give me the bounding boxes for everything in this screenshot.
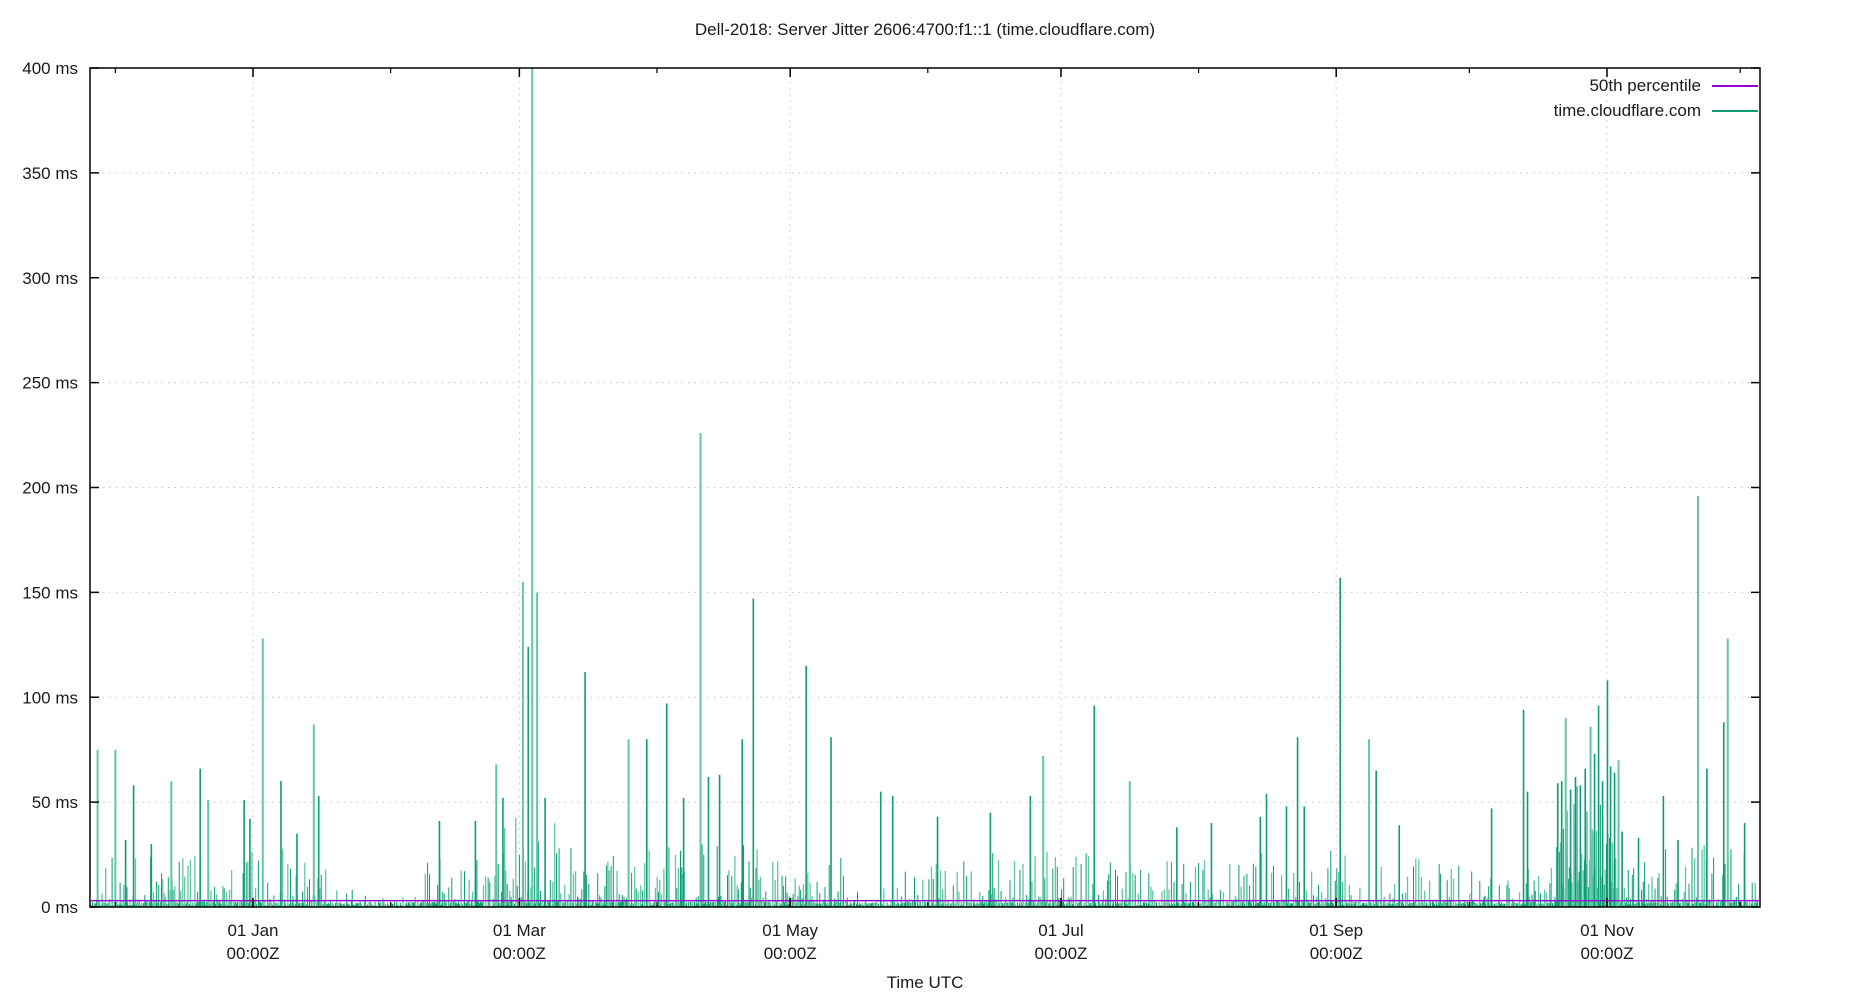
svg-text:00:00Z: 00:00Z <box>764 944 817 963</box>
svg-text:0 ms: 0 ms <box>41 898 78 917</box>
svg-text:250 ms: 250 ms <box>22 374 78 393</box>
svg-text:400 ms: 400 ms <box>22 59 78 78</box>
svg-text:00:00Z: 00:00Z <box>1034 944 1087 963</box>
svg-text:01 Sep: 01 Sep <box>1309 921 1363 940</box>
svg-text:100 ms: 100 ms <box>22 688 78 707</box>
svg-text:50 ms: 50 ms <box>32 793 78 812</box>
legend-row-cloudflare: time.cloudflare.com <box>1554 101 1758 121</box>
svg-text:00:00Z: 00:00Z <box>493 944 546 963</box>
legend-row-50th-percentile: 50th percentile <box>1554 76 1758 96</box>
svg-text:01 Mar: 01 Mar <box>493 921 546 940</box>
svg-text:01 Jan: 01 Jan <box>227 921 278 940</box>
legend-line-swatch-purple <box>1712 85 1758 87</box>
svg-text:01 May: 01 May <box>762 921 818 940</box>
legend-label: time.cloudflare.com <box>1553 101 1701 120</box>
legend-label: 50th percentile <box>1589 76 1701 95</box>
svg-text:150 ms: 150 ms <box>22 583 78 602</box>
svg-text:00:00Z: 00:00Z <box>1310 944 1363 963</box>
svg-text:01 Nov: 01 Nov <box>1580 921 1634 940</box>
svg-text:00:00Z: 00:00Z <box>1581 944 1634 963</box>
svg-text:01 Jul: 01 Jul <box>1038 921 1083 940</box>
svg-text:00:00Z: 00:00Z <box>227 944 280 963</box>
x-axis-title: Time UTC <box>886 973 964 992</box>
svg-text:200 ms: 200 ms <box>22 479 78 498</box>
chart-title: Dell-2018: Server Jitter 2606:4700:f1::1… <box>694 20 1156 39</box>
svg-text:350 ms: 350 ms <box>22 164 78 183</box>
legend-line-swatch-green <box>1712 110 1758 112</box>
svg-text:300 ms: 300 ms <box>22 269 78 288</box>
legend: 50th percentile time.cloudflare.com <box>1554 76 1758 121</box>
